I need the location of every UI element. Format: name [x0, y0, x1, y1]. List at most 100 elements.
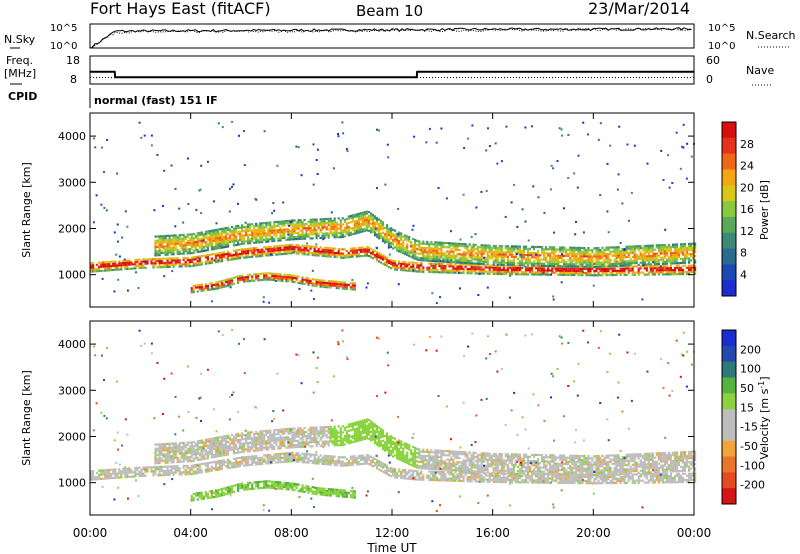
velocity-cell-391 [196, 452, 199, 455]
power-cell-284 [180, 265, 183, 268]
velocity-cell-441 [202, 497, 205, 500]
power-cell-1575 [353, 224, 356, 227]
velocity-cell-186 [164, 469, 167, 472]
power-cell-2392 [490, 253, 493, 256]
power-cell-408 [198, 244, 201, 247]
power-cell-617 [224, 285, 228, 288]
power-cell-895 [263, 230, 266, 233]
power-cell-2115 [442, 243, 445, 247]
power-cell-1001 [277, 245, 280, 248]
velocity-cell-844 [257, 456, 260, 460]
power-cell-1603 [357, 227, 360, 230]
power-cell-2299 [474, 256, 477, 259]
velocity-cell-523 [214, 453, 217, 456]
power-cell-1971 [418, 244, 421, 247]
velocity-cell-600 [222, 437, 226, 440]
velocity-cell-991 [275, 437, 278, 440]
power-cell-250 [174, 263, 177, 266]
power-cell-1823 [394, 266, 397, 269]
velocity-cell-619 [224, 486, 228, 490]
power-cell-2333 [480, 260, 483, 263]
power-cell-2697 [543, 256, 546, 259]
power-cell-1745 [379, 232, 383, 235]
power-cell-2993 [591, 263, 594, 266]
power-scatter-30 [646, 162, 649, 165]
power-cell-1680 [369, 231, 373, 234]
power-cell-2085 [438, 256, 441, 259]
power-cell-1147 [295, 231, 298, 234]
power-cell-1193 [301, 227, 304, 230]
power-cell-66 [122, 264, 125, 267]
velocity-cell-774 [247, 441, 250, 445]
velocity-cell-384 [194, 492, 197, 495]
power-cell-1113 [291, 238, 294, 241]
power-cell-3017 [595, 255, 598, 258]
power-cell-1868 [400, 234, 403, 237]
velocity-cell-369 [192, 499, 195, 502]
power-cell-762 [245, 280, 248, 283]
power-cell-1183 [299, 280, 302, 283]
power-cell-461 [206, 256, 209, 259]
power-cell-211 [168, 265, 171, 268]
power-cell-1569 [353, 249, 356, 252]
power-cell-1158 [297, 246, 300, 249]
power-cell-2377 [488, 270, 491, 273]
power-cell-1025 [279, 222, 282, 225]
power-cell-1173 [299, 246, 302, 249]
power-cell-2580 [522, 264, 526, 267]
power-cell-3269 [639, 267, 642, 270]
power-cell-2110 [442, 260, 445, 263]
power-cell-1700 [371, 213, 375, 217]
power-cell-691 [235, 276, 238, 279]
power-cell-1041 [281, 220, 284, 223]
power-cell-3144 [617, 271, 620, 274]
power-cell-10 [94, 270, 97, 273]
power-cell-1689 [371, 253, 375, 256]
power-cell-1514 [345, 254, 348, 257]
power-cell-314 [184, 242, 187, 245]
power-y-axis-label: Slant Range [km] [20, 162, 33, 258]
velocity-cell-248 [172, 444, 175, 447]
velocity-cell-1029 [279, 483, 282, 486]
power-cell-176 [162, 257, 165, 260]
power-cell-2226 [462, 259, 465, 262]
power-cell-2004 [426, 268, 429, 271]
power-cell-2394 [490, 248, 493, 252]
power-cell-2712 [545, 246, 548, 249]
power-cell-3125 [613, 254, 616, 257]
velocity-cell-333 [188, 460, 191, 463]
velocity-cell-115 [148, 466, 151, 469]
power-scatter-213 [272, 202, 275, 204]
power-cell-3239 [633, 265, 636, 268]
velocity-cell-997 [277, 461, 280, 464]
power-cell-3574 [690, 259, 693, 262]
velocity-cell-344 [190, 464, 193, 467]
power-cell-61 [118, 260, 121, 263]
power-cell-263 [176, 259, 179, 262]
velocity-cell-856 [257, 481, 260, 484]
power-cell-2525 [512, 264, 515, 267]
velocity-cell-966 [271, 480, 274, 483]
power-cell-1196 [301, 221, 304, 224]
power-cell-2124 [444, 254, 447, 257]
power-cell-430 [200, 285, 203, 288]
velocity-cell-635 [226, 488, 230, 491]
power-cell-3370 [655, 256, 658, 259]
power-cell-2094 [440, 265, 443, 268]
velocity-cell-414 [198, 494, 201, 497]
power-cell-2304 [476, 268, 479, 271]
power-cell-2811 [563, 269, 566, 272]
power-cell-613 [224, 233, 228, 236]
velocity-cell-473 [206, 492, 209, 495]
power-cell-1106 [289, 276, 292, 279]
velocity-cell-540 [216, 455, 219, 458]
power-cell-3481 [673, 258, 677, 261]
power-cell-682 [235, 249, 238, 252]
power-cell-2781 [557, 254, 560, 257]
power-cell-2497 [508, 271, 511, 274]
power-cell-2808 [561, 246, 564, 249]
velocity-cell-677 [232, 484, 236, 487]
power-cell-2037 [430, 243, 433, 246]
power-cell-420 [200, 248, 203, 251]
power-cell-979 [273, 221, 276, 224]
